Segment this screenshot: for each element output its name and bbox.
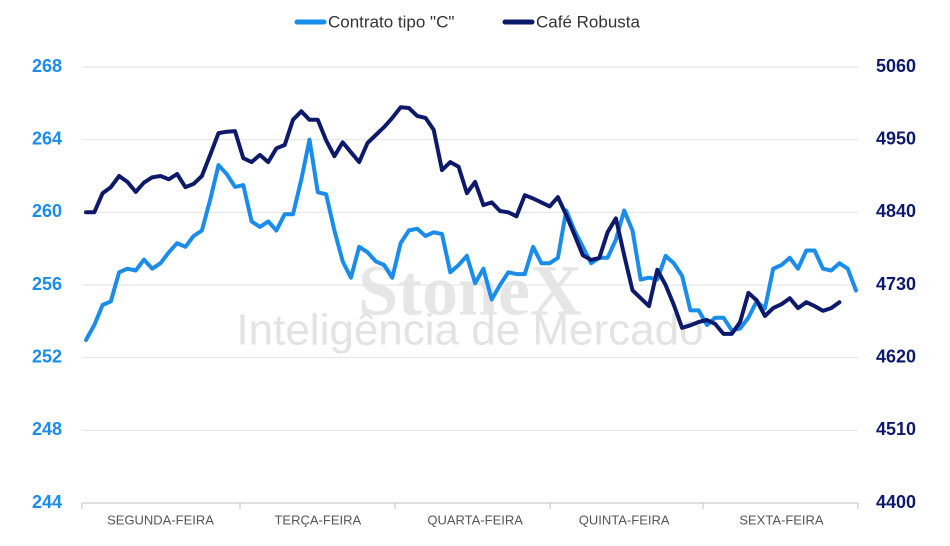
x-tick-label: SEXTA-FEIRA xyxy=(739,512,824,527)
y2-tick-label: 4620 xyxy=(876,346,916,366)
y-tick-label: 252 xyxy=(32,346,62,366)
x-tick-label: TERÇA-FEIRA xyxy=(274,512,361,527)
y2-tick-label: 4950 xyxy=(876,128,916,148)
y-tick-label: 268 xyxy=(32,56,62,76)
y-tick-label: 260 xyxy=(32,201,62,221)
y2-tick-label: 4400 xyxy=(876,492,916,512)
y2-tick-label: 5060 xyxy=(876,56,916,76)
y2-tick-label: 4730 xyxy=(876,274,916,294)
y2-tick-label: 4840 xyxy=(876,201,916,221)
watermark-subtitle: Inteligência de Mercado xyxy=(236,306,703,355)
series-line xyxy=(84,105,842,336)
y-tick-label: 248 xyxy=(32,419,62,439)
legend-label: Contrato tipo "C" xyxy=(328,12,454,31)
x-tick-label: SEGUNDA-FEIRA xyxy=(107,512,214,527)
x-tick-label: QUARTA-FEIRA xyxy=(427,512,523,527)
y-tick-label: 264 xyxy=(32,128,62,148)
plot: 244 248 252 256 260 264 268 4400 4510 4620 4730 484… xyxy=(32,12,916,527)
y2-tick-label: 4510 xyxy=(876,419,916,439)
x-tick-label: QUINTA-FEIRA xyxy=(579,512,670,527)
legend-label: Café Robusta xyxy=(536,12,640,31)
series-line xyxy=(84,137,858,342)
y-tick-label: 256 xyxy=(32,274,62,294)
y-tick-label: 244 xyxy=(32,492,62,512)
